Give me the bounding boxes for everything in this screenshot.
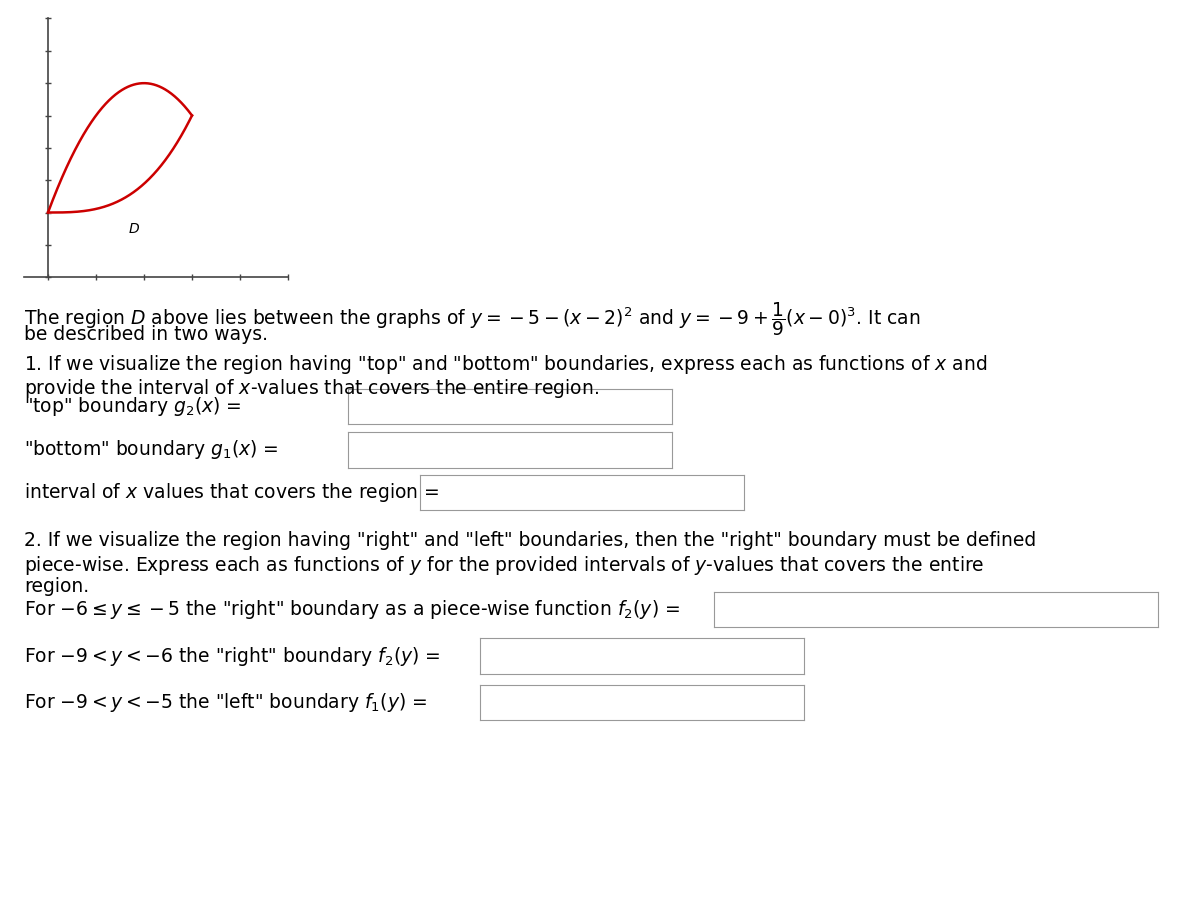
Text: piece-wise. Express each as functions of $y$ for the provided intervals of $y$-v: piece-wise. Express each as functions of… [24, 554, 984, 578]
Text: be described in two ways.: be described in two ways. [24, 325, 268, 345]
Text: provide the interval of $x$-values that covers the entire region.: provide the interval of $x$-values that … [24, 377, 599, 400]
Text: "top" boundary $g_2(x)$ =: "top" boundary $g_2(x)$ = [24, 395, 241, 418]
Text: 2. If we visualize the region having "right" and "left" boundaries, then the "ri: 2. If we visualize the region having "ri… [24, 531, 1037, 551]
Text: "bottom" boundary $g_1(x)$ =: "bottom" boundary $g_1(x)$ = [24, 439, 278, 461]
Text: For $-6 \leq y \leq -5$ the "right" boundary as a piece-wise function $f_2(y)$ =: For $-6 \leq y \leq -5$ the "right" boun… [24, 599, 680, 621]
Text: The region $D$ above lies between the graphs of $y = -5-(x-2)^2$ and $y = -9+\df: The region $D$ above lies between the gr… [24, 300, 920, 338]
Text: interval of $x$ values that covers the region =: interval of $x$ values that covers the r… [24, 481, 439, 504]
Text: D: D [130, 222, 139, 236]
Text: region.: region. [24, 578, 89, 597]
Text: For $-9 < y < -6$ the "right" boundary $f_2(y)$ =: For $-9 < y < -6$ the "right" boundary $… [24, 645, 440, 667]
Text: For $-9 < y < -5$ the "left" boundary $f_1(y)$ =: For $-9 < y < -5$ the "left" boundary $f… [24, 691, 427, 713]
Text: 1. If we visualize the region having "top" and "bottom" boundaries, express each: 1. If we visualize the region having "to… [24, 353, 988, 376]
